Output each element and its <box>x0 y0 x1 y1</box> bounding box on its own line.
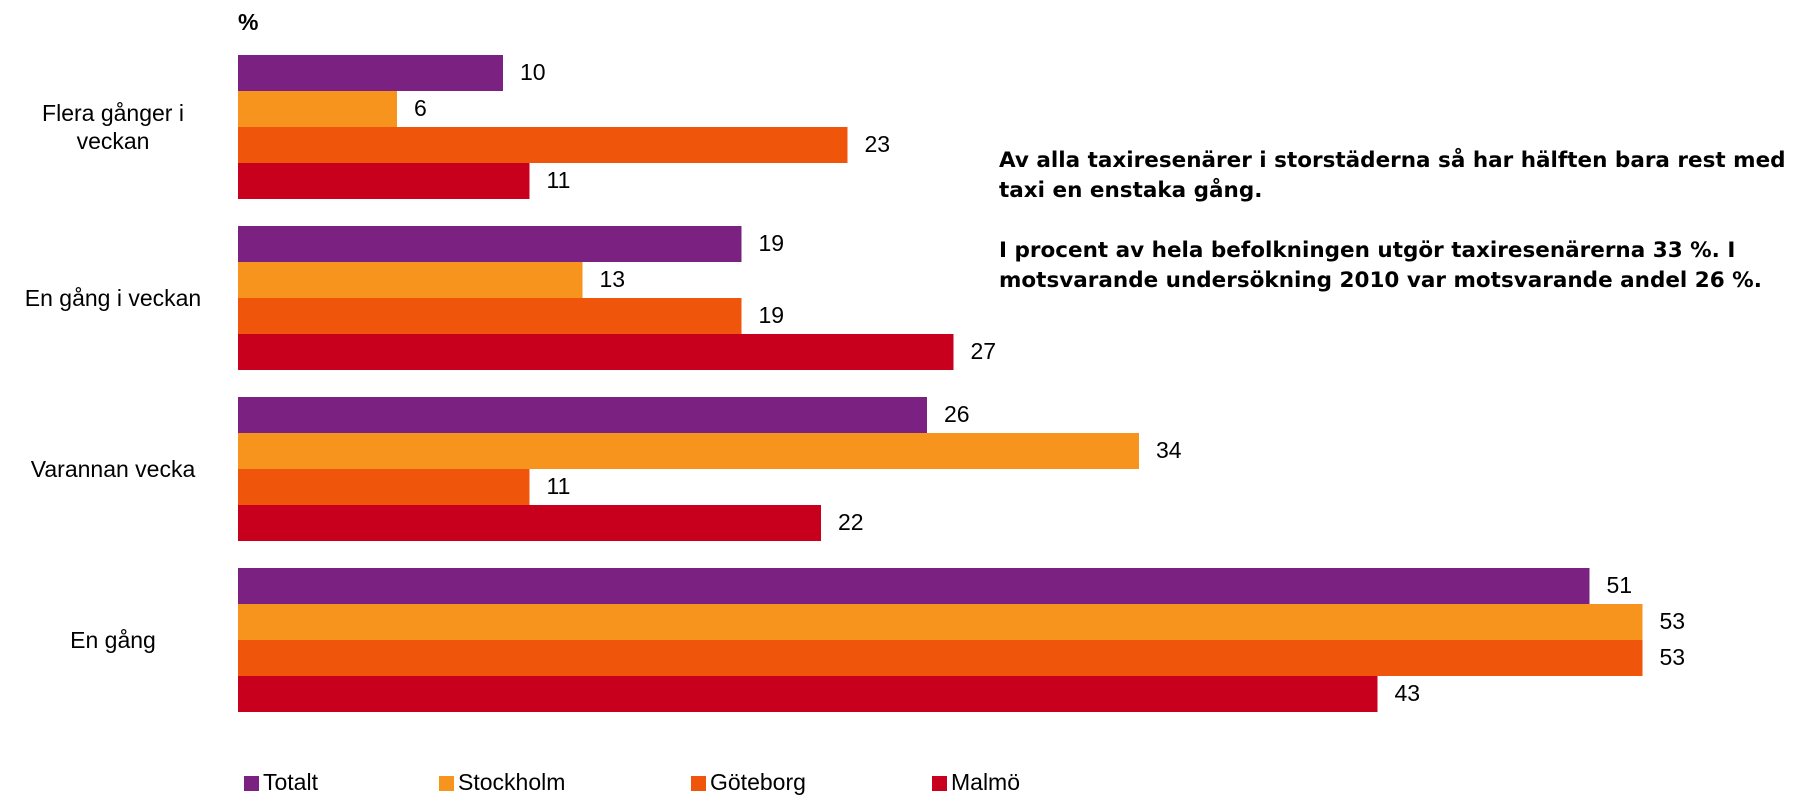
bar <box>238 505 821 541</box>
legend-label: Malmö <box>951 769 1020 795</box>
value-label: 53 <box>1660 608 1686 634</box>
value-label: 19 <box>759 302 785 328</box>
value-label: 11 <box>547 473 571 499</box>
annotation: Av alla taxiresenärer i storstäderna så … <box>999 148 1786 203</box>
legend-swatch <box>691 776 706 791</box>
legend-label: Göteborg <box>710 769 806 795</box>
legend-label: Stockholm <box>458 769 565 795</box>
value-label: 27 <box>971 338 997 364</box>
bar <box>238 55 503 91</box>
bar <box>238 91 397 127</box>
legend-label: Totalt <box>263 769 319 795</box>
value-label: 26 <box>944 401 970 427</box>
category-label: En gång <box>70 627 156 653</box>
value-label: 19 <box>759 230 785 256</box>
value-label: 51 <box>1607 572 1633 598</box>
bar <box>238 433 1139 469</box>
legend-swatch <box>932 776 947 791</box>
value-label: 23 <box>865 131 891 157</box>
annotation-box: Av alla taxiresenärer i storstäderna så … <box>999 146 1789 326</box>
bar <box>238 676 1378 712</box>
bar <box>238 226 742 262</box>
value-label: 22 <box>838 509 864 535</box>
bar <box>238 397 927 433</box>
category-label: Flera gånger i veckan <box>42 100 184 154</box>
bar <box>238 568 1590 604</box>
bar <box>238 163 530 199</box>
value-label: 11 <box>547 167 571 193</box>
bar <box>238 334 954 370</box>
value-label: 53 <box>1660 644 1686 670</box>
value-label: 43 <box>1395 680 1421 706</box>
bar <box>238 604 1643 640</box>
bar <box>238 127 848 163</box>
category-label: En gång i veckan <box>24 285 202 311</box>
value-label: 34 <box>1156 437 1182 463</box>
legend-swatch <box>439 776 454 791</box>
legend-swatch <box>244 776 259 791</box>
bar <box>238 469 530 505</box>
bar <box>238 640 1643 676</box>
bar <box>238 262 583 298</box>
bar <box>238 298 742 334</box>
category-label: Varannan vecka <box>30 456 196 482</box>
axis-label: % <box>238 9 258 35</box>
value-label: 6 <box>414 95 427 121</box>
annotation: I procent av hela befolkningen utgör tax… <box>999 238 1762 293</box>
value-label: 10 <box>520 59 546 85</box>
value-label: 13 <box>600 266 626 292</box>
